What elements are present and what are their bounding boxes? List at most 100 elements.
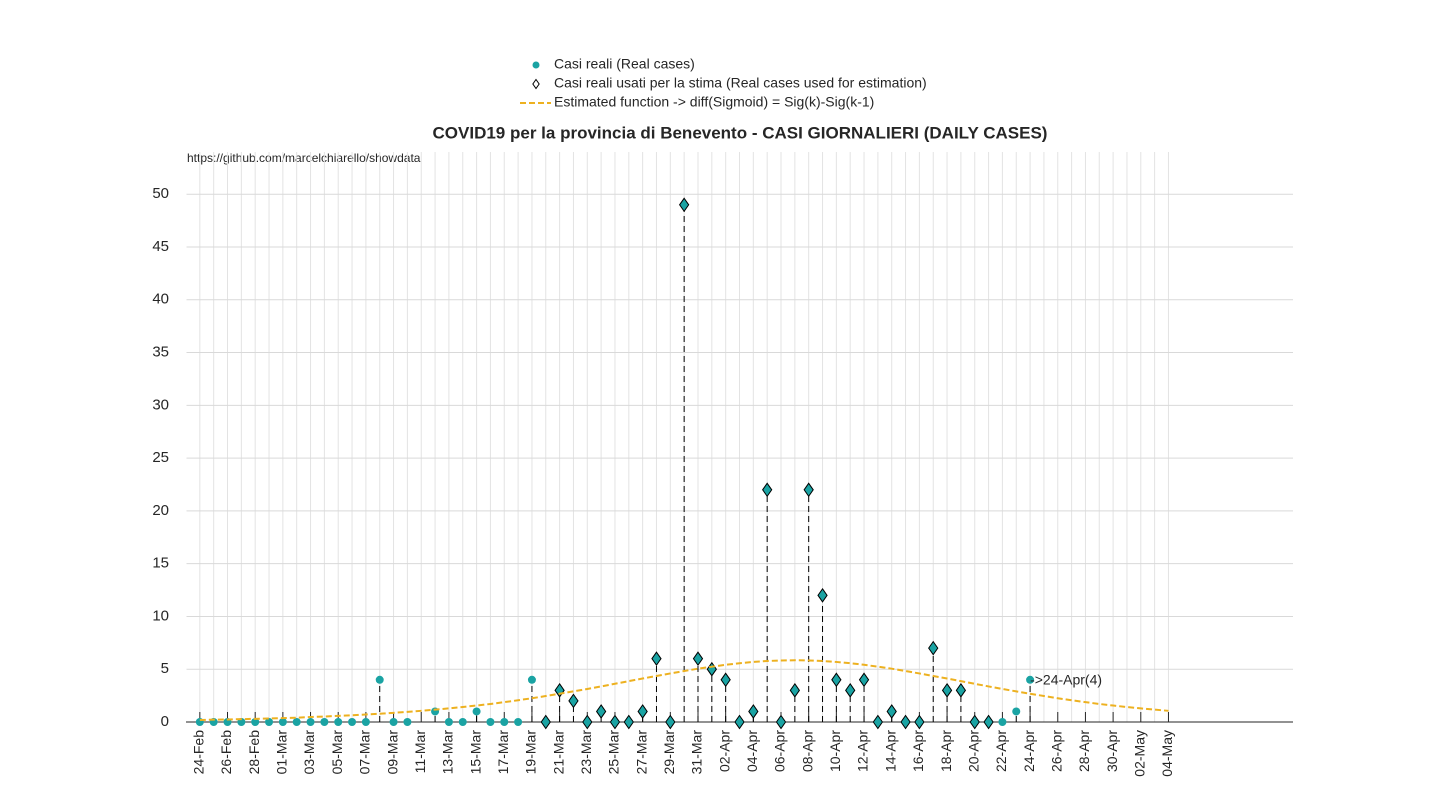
real-case-point: [527, 675, 536, 684]
real-case-point: [389, 718, 398, 726]
x-tick-label: 18-Apr: [938, 730, 954, 772]
estimation-point: [969, 714, 980, 730]
estimation-point: [831, 672, 842, 688]
x-tick-label: 23-Mar: [578, 730, 594, 775]
x-tick-label: 02-Apr: [716, 730, 732, 772]
estimation-point: [872, 714, 884, 730]
y-tick-label: 15: [152, 555, 169, 572]
x-tick-label: 04-May: [1159, 730, 1175, 777]
x-tick-label: 13-Mar: [440, 730, 456, 775]
real-case-point: [278, 718, 287, 726]
x-tick-label: 06-Apr: [772, 730, 788, 772]
x-tick-label: 08-Apr: [799, 730, 815, 772]
real-case-point: [265, 718, 274, 726]
y-tick-label: 20: [152, 502, 169, 519]
real-case-point: [514, 718, 523, 726]
y-tick-label: 50: [152, 185, 169, 202]
estimation-point: [720, 672, 731, 688]
x-tick-label: 03-Mar: [301, 730, 317, 775]
x-tick-label: 15-Mar: [467, 730, 483, 775]
real-case-point: [375, 675, 384, 684]
x-tick-label: 28-Apr: [1076, 730, 1092, 772]
y-tick-label: 5: [161, 660, 169, 677]
y-tick-label: 10: [152, 607, 169, 624]
x-tick-label: 17-Mar: [495, 730, 511, 775]
x-tick-label: 24-Apr: [1021, 730, 1037, 772]
x-tick-label: 02-May: [1131, 730, 1147, 777]
estimation-point: [540, 714, 551, 730]
real-case-point: [361, 718, 370, 726]
legend-label: Casi reali (Real cases): [554, 56, 695, 72]
x-tick-label: 04-Apr: [744, 730, 760, 772]
chart-title: COVID19 per la provincia di Benevento - …: [433, 123, 1048, 142]
estimation-point: [983, 714, 994, 730]
estimation-point: [928, 640, 939, 656]
real-case-point: [1026, 675, 1035, 684]
source-note: https://github.com/marcelchiarello/showd…: [187, 151, 421, 165]
y-tick-label: 40: [152, 291, 169, 308]
x-tick-label: 29-Mar: [661, 730, 677, 775]
estimation-point: [803, 482, 814, 498]
real-case-point: [348, 718, 357, 726]
y-tick-label: 0: [161, 713, 169, 730]
estimation-point: [734, 714, 745, 730]
y-tick-label: 30: [152, 396, 169, 413]
real-case-point: [251, 718, 260, 726]
estimation-point: [817, 587, 828, 603]
legend-label: Estimated function -> diff(Sigmoid) = Si…: [554, 94, 874, 110]
real-case-point: [486, 718, 495, 726]
estimation-point: [775, 714, 787, 730]
x-tick-label: 31-Mar: [689, 730, 705, 775]
x-tick-label: 09-Mar: [384, 730, 400, 775]
x-tick-label: 11-Mar: [412, 730, 428, 774]
x-tick-label: 22-Apr: [993, 730, 1009, 772]
estimation-point: [678, 197, 690, 213]
estimation-point: [762, 482, 773, 498]
estimation-point: [886, 704, 897, 719]
estimation-point: [637, 704, 648, 719]
estimation-point: [665, 714, 676, 730]
estimation-point: [941, 682, 953, 698]
real-case-point: [444, 718, 453, 726]
real-case-point: [320, 718, 329, 726]
y-tick-label: 45: [152, 238, 169, 255]
y-tick-label: 25: [152, 449, 169, 466]
x-tick-label: 20-Apr: [965, 730, 981, 772]
x-tick-label: 27-Mar: [633, 730, 649, 775]
legend-box: [514, 54, 966, 114]
real-case-point: [306, 718, 315, 726]
real-case-point: [1012, 707, 1021, 716]
y-tick-label: 35: [152, 344, 169, 361]
real-case-point: [998, 718, 1007, 726]
estimation-point: [595, 704, 607, 719]
x-tick-label: 16-Apr: [910, 730, 926, 772]
estimation-point: [554, 682, 565, 698]
legend-marker: [532, 78, 540, 90]
estimation-point: [914, 714, 925, 730]
estimation-point: [609, 714, 621, 730]
estimation-point: [789, 682, 801, 698]
estimate-line: [199, 659, 1169, 721]
x-tick-label: 24-Feb: [191, 730, 207, 775]
estimation-point: [748, 704, 759, 719]
estimation-point: [692, 651, 704, 667]
estimation-point: [858, 672, 870, 688]
real-case-point: [458, 718, 467, 726]
estimation-point: [845, 682, 856, 698]
estimation-point: [582, 714, 593, 730]
x-tick-label: 19-Mar: [523, 730, 539, 775]
x-tick-label: 14-Apr: [882, 730, 898, 772]
real-case-point: [334, 718, 343, 726]
x-tick-label: 10-Apr: [827, 730, 843, 772]
x-tick-label: 07-Mar: [357, 730, 373, 775]
estimation-point: [955, 682, 967, 698]
estimation-point: [568, 693, 579, 709]
real-case-point: [500, 718, 509, 726]
x-tick-label: 01-Mar: [274, 730, 290, 775]
legend-marker: [532, 61, 540, 69]
x-tick-label: 26-Feb: [218, 730, 234, 775]
legend-label: Casi reali usati per la stima (Real case…: [554, 75, 927, 91]
x-tick-label: 28-Feb: [246, 730, 262, 775]
annotation: ->24-Apr(4): [1030, 671, 1102, 687]
